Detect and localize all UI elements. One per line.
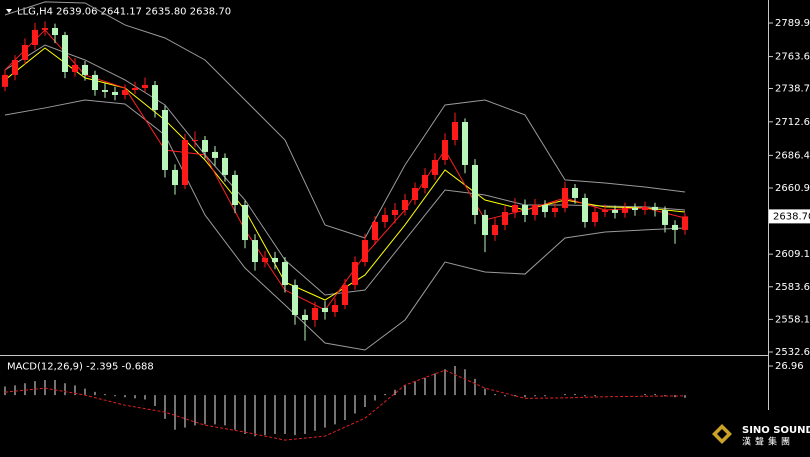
candle-body: [592, 212, 598, 223]
y-tick-label: 2686.40: [775, 150, 810, 161]
candle-body: [302, 314, 308, 320]
candle-body: [542, 204, 548, 213]
candle-body: [412, 187, 418, 201]
candle-body: [372, 222, 378, 241]
candle-body: [22, 45, 28, 60]
candle-body: [492, 224, 498, 236]
current-price-label: 2638.70: [773, 211, 810, 222]
chart-header: LLG,H4 2639.06 2641.17 2635.80 2638.70: [17, 7, 231, 18]
candle-body: [42, 28, 48, 30]
candle-body: [572, 187, 578, 198]
candle-body: [642, 206, 648, 210]
candle-body: [382, 214, 388, 223]
candle-body: [192, 140, 198, 142]
candle-body: [202, 140, 208, 152]
candle-body: [652, 206, 658, 210]
candle-body: [262, 257, 268, 263]
candle-body: [222, 157, 228, 175]
logo: SINO SOUND 漢聲集團: [705, 410, 810, 457]
indicator-line: [4, 99, 686, 351]
candle-body: [162, 109, 168, 170]
candle-body: [562, 187, 568, 208]
candle-body: [272, 257, 278, 263]
candle-body: [32, 29, 38, 46]
candle-body: [62, 35, 68, 72]
candle-body: [122, 90, 128, 96]
candle-body: [152, 85, 158, 110]
candle-body: [522, 204, 528, 215]
y-tick-label: 2609.15: [775, 249, 810, 260]
y-tick-label: 2763.65: [775, 52, 810, 63]
candle-body: [682, 216, 688, 230]
y-tick-label: 2558.15: [775, 314, 810, 325]
candle-body: [602, 209, 608, 213]
candle-body: [232, 174, 238, 205]
candle-body: [142, 85, 148, 88]
y-tick-label: 2738.70: [775, 83, 810, 94]
candle-body: [212, 151, 218, 158]
candle-body: [632, 207, 638, 210]
logo-subtitle: 漢聲集團: [742, 436, 794, 448]
candle-body: [612, 209, 618, 213]
logo-name: SINO SOUND: [742, 425, 810, 436]
candle-body: [362, 240, 368, 263]
candle-body: [242, 204, 248, 241]
indicator-line: [4, 1, 686, 239]
candle-body: [52, 28, 58, 36]
candle-body: [392, 209, 398, 215]
candle-body: [182, 140, 188, 186]
candle-body: [582, 197, 588, 223]
menu-triangle: [6, 9, 12, 13]
candle-body: [422, 174, 428, 188]
y-tick-label: 2712.65: [775, 117, 810, 128]
candle-body: [292, 285, 298, 315]
candle-body: [2, 74, 8, 87]
candle-body: [662, 209, 668, 225]
candle-body: [672, 224, 678, 230]
candle-body: [342, 285, 348, 306]
candle-body: [12, 59, 18, 75]
candle-body: [462, 122, 468, 165]
candle-body: [322, 307, 328, 313]
y-tick-label: 2789.90: [775, 18, 810, 29]
candle-body: [472, 164, 478, 215]
y-tick-label: 2532.65: [775, 347, 810, 358]
candle-body: [102, 90, 108, 92]
candle-body: [112, 91, 118, 96]
candle-body: [432, 159, 438, 175]
y-tick-label: 2583.65: [775, 282, 810, 293]
candle-body: [352, 262, 358, 286]
macd-label: MACD(12,26,9) -2.395 -0.688: [7, 362, 154, 373]
candle-body: [132, 87, 138, 91]
candle-body: [72, 64, 78, 72]
candle-body: [502, 212, 508, 225]
candle-body: [552, 207, 558, 213]
candle-body: [532, 204, 538, 215]
logo-icon-inner: [717, 429, 727, 439]
candle-body: [442, 140, 448, 160]
candle-body: [482, 214, 488, 236]
candle-body: [452, 122, 458, 141]
candle-body: [282, 262, 288, 286]
candle-body: [82, 64, 88, 75]
current-price-box: [769, 209, 810, 224]
candle-body: [402, 200, 408, 210]
y-tick-label: 26.96: [775, 361, 804, 372]
indicator-line: [4, 369, 686, 441]
candle-body: [332, 305, 338, 313]
candle-body: [172, 169, 178, 186]
candle-body: [312, 307, 318, 320]
candle-body: [92, 74, 98, 91]
y-tick-label: 2660.90: [775, 183, 810, 194]
candle-body: [252, 240, 258, 263]
candle-body: [512, 204, 518, 213]
candle-body: [622, 207, 628, 213]
